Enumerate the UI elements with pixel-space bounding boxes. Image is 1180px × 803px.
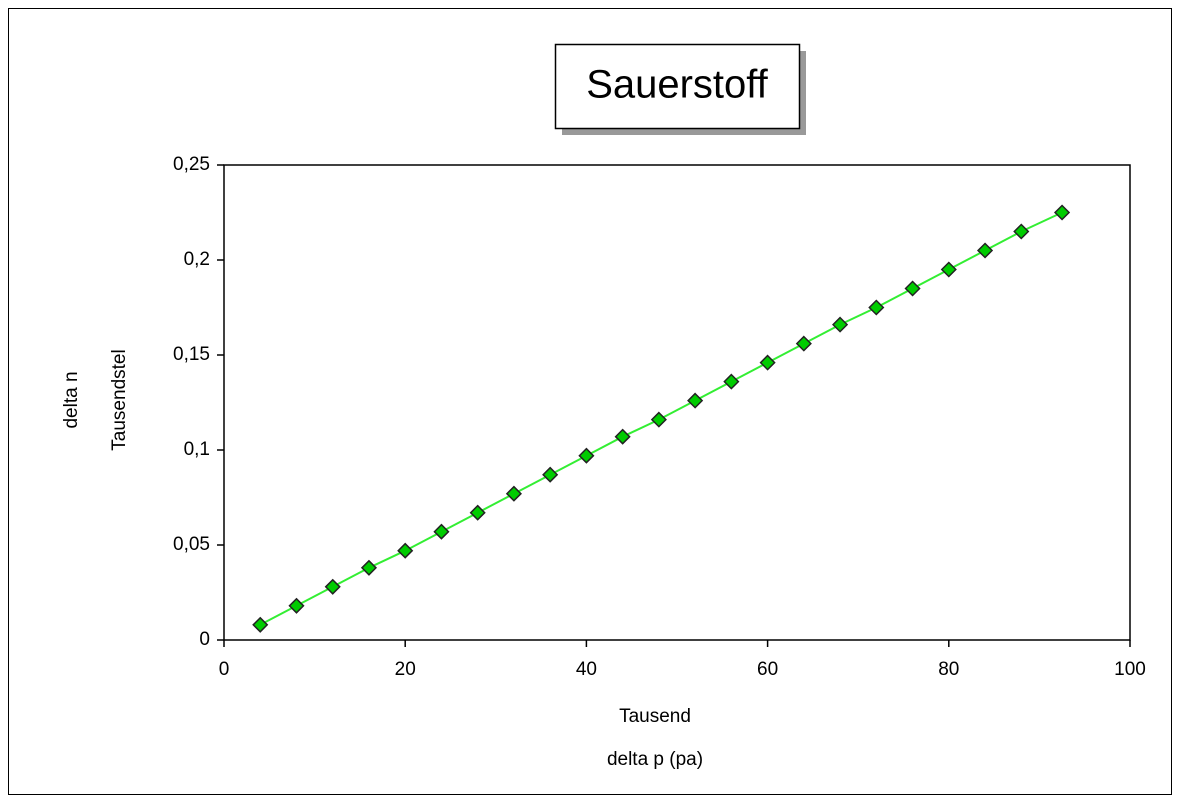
- y-tick-label: 0: [199, 629, 210, 650]
- data-point: [288, 597, 305, 614]
- data-point: [650, 411, 667, 428]
- y-tick-label: 0,05: [173, 534, 210, 555]
- data-point: [940, 261, 957, 278]
- data-point: [433, 523, 450, 540]
- plot-frame: [223, 164, 1131, 641]
- y-tick-label: 0,15: [173, 344, 210, 365]
- data-point: [578, 447, 595, 464]
- x-tick-label: 100: [1114, 659, 1146, 680]
- data-point: [723, 373, 740, 390]
- chart-title: Sauerstoff: [586, 63, 768, 107]
- data-point: [759, 354, 776, 371]
- data-point: [795, 335, 812, 352]
- title-box: [554, 43, 801, 130]
- x-tick-label: 80: [938, 659, 959, 680]
- data-point: [542, 466, 559, 483]
- data-point: [614, 428, 631, 445]
- x-axis-label: delta p (pa): [607, 749, 703, 770]
- data-point: [1053, 204, 1071, 221]
- data-point: [469, 504, 486, 521]
- y-axis-label: delta n: [61, 371, 82, 428]
- y-tick-label: 0,25: [173, 154, 210, 175]
- data-point: [904, 280, 921, 297]
- data-point: [1013, 223, 1030, 240]
- data-point: [687, 392, 704, 409]
- data-point: [360, 559, 378, 576]
- x-tick-label: 40: [576, 659, 597, 680]
- data-point: [976, 242, 994, 259]
- y-tick-label: 0,2: [184, 249, 210, 270]
- data-point: [505, 485, 522, 502]
- x-tick-label: 20: [395, 659, 416, 680]
- y-tick-label: 0,1: [184, 439, 210, 460]
- data-point: [868, 299, 885, 316]
- data-point: [324, 578, 341, 595]
- x-axis-label: Tausend: [619, 706, 691, 727]
- data-point: [832, 316, 849, 333]
- y-axis-label: Tausendstel: [109, 349, 130, 450]
- x-tick-label: 0: [219, 659, 230, 680]
- data-point: [252, 616, 269, 633]
- chart-border: [8, 8, 1172, 795]
- x-tick-label: 60: [757, 659, 778, 680]
- data-point: [397, 542, 414, 559]
